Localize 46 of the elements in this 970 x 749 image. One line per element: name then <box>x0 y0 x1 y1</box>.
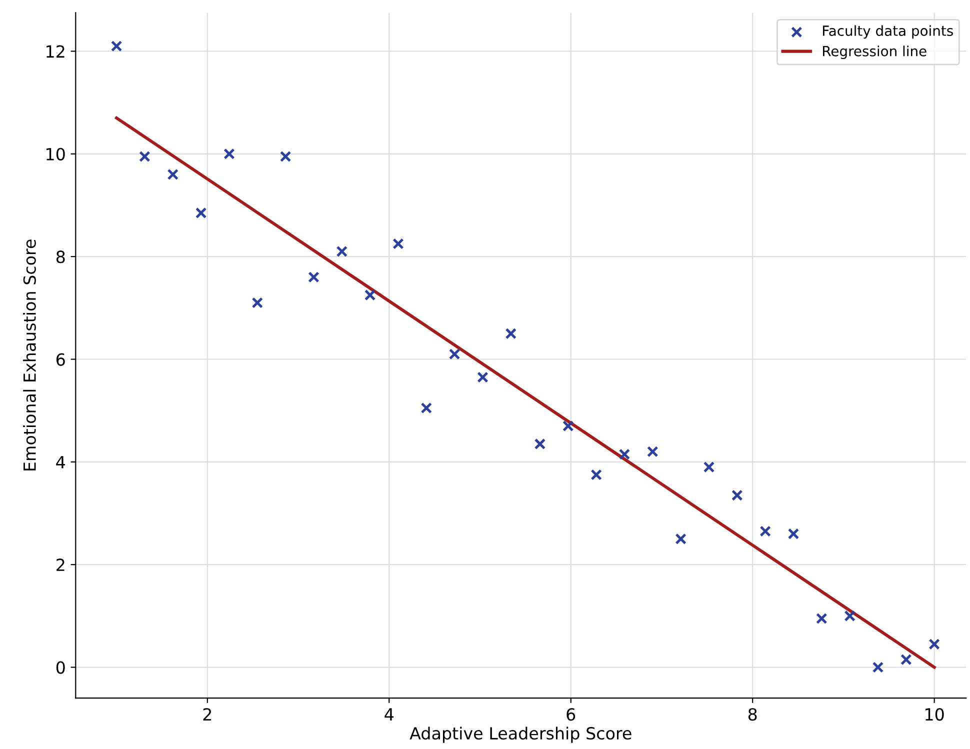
point <box>534 438 546 450</box>
y-axis-title: Emotional Exhaustion Score <box>23 240 36 470</box>
point <box>844 610 856 622</box>
point <box>760 526 771 537</box>
point <box>308 271 320 283</box>
point <box>618 448 630 460</box>
point <box>110 40 122 52</box>
point <box>392 238 404 250</box>
legend-label: Regression line <box>823 46 926 60</box>
point <box>816 612 828 624</box>
point <box>420 402 432 414</box>
point <box>647 446 658 458</box>
y-tick-label: 2 <box>56 558 64 571</box>
point <box>364 289 376 301</box>
point <box>872 662 884 673</box>
point <box>703 461 715 473</box>
x-tick-label: 2 <box>203 708 212 720</box>
point <box>477 372 488 383</box>
point <box>788 528 800 540</box>
point <box>224 148 235 160</box>
point <box>732 490 743 501</box>
point <box>252 297 264 308</box>
x-tick-label: 8 <box>748 708 757 721</box>
point <box>139 150 150 162</box>
point <box>900 654 912 666</box>
y-tick-label: 6 <box>56 353 65 366</box>
point <box>562 420 574 432</box>
point <box>590 469 602 480</box>
point <box>280 150 292 162</box>
x-tick-label: 4 <box>384 708 394 720</box>
y-tick-label: 10 <box>46 148 65 160</box>
point <box>336 246 348 258</box>
y-tick-label: 0 <box>56 661 65 674</box>
point <box>448 348 460 360</box>
point <box>505 328 517 340</box>
y-tick-label: 8 <box>56 250 65 264</box>
y-tick-label: 12 <box>46 45 64 58</box>
point <box>928 638 940 650</box>
y-tick-label: 4 <box>56 456 66 468</box>
legend-label: Faculty data points <box>823 25 953 39</box>
point <box>675 533 686 545</box>
point <box>167 168 179 180</box>
x-tick-label: 6 <box>566 708 576 721</box>
x-axis-title: Adaptive Leadership Score <box>410 726 632 743</box>
x-tick-label: 10 <box>926 708 944 721</box>
point <box>195 207 207 219</box>
